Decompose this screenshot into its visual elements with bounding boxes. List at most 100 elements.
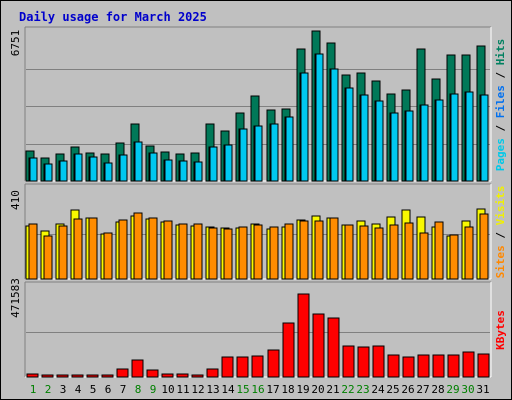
x-tick-label: 22 [341,383,354,396]
bar-sites [193,223,203,280]
legend-hits: Pages / Files / Hits [494,39,507,172]
x-tick-label: 23 [356,383,369,396]
x-tick-label: 1 [30,383,37,396]
bar-pages [345,87,354,182]
x-tick-label: 26 [401,383,414,396]
bar-kbytes [372,345,385,378]
legend-item: Sites [494,245,507,278]
bar-kbytes [387,354,400,378]
bar-pages [119,154,128,182]
bar-sites [88,217,98,280]
x-tick-label: 29 [446,383,459,396]
bar-sites [43,235,53,280]
bar-kbytes [297,293,310,378]
bar-kbytes [267,349,280,378]
bar-kbytes [477,353,490,378]
x-tick-label: 27 [416,383,429,396]
y-max-label: 471583 [9,278,22,318]
x-tick-label: 24 [371,383,385,396]
bar-sites [28,223,38,280]
bar-kbytes [131,359,144,378]
bar-pages [74,153,83,182]
bar-kbytes [206,368,219,378]
bar-pages [420,104,429,182]
bar-pages [360,94,369,182]
bar-sites [374,227,384,280]
bar-sites [449,234,459,280]
bar-pages [375,100,384,182]
x-tick-label: 14 [221,383,235,396]
bar-kbytes [342,345,355,378]
bar-sites [329,217,339,280]
panel-visits: 410 Sites / Visits [9,183,507,280]
x-tick-label: 16 [251,383,264,396]
bar-kbytes [41,374,54,378]
bar-pages [315,53,324,182]
bar-pages [224,144,233,182]
panel-hits: 6751 Pages / Files / Hits [9,26,507,182]
x-tick-label: 30 [461,383,474,396]
bar-pages [465,91,474,182]
bar-sites [238,226,248,280]
x-tick-label: 25 [386,383,399,396]
bar-pages [89,156,98,182]
bar-pages [300,72,309,182]
bar-kbytes [56,374,69,378]
legend-item: / [494,118,507,138]
bar-sites [479,213,489,280]
bar-kbytes [417,354,430,378]
bar-kbytes [191,374,204,378]
x-tick-label: 12 [191,383,204,396]
bar-pages [104,162,113,182]
bar-pages [179,160,188,182]
bar-sites [269,226,279,280]
legend-visits: Sites / Visits [494,186,507,279]
bar-sites [103,232,113,280]
bar-kbytes [327,317,340,378]
bar-kbytes [101,374,114,378]
bar-kbytes [236,356,249,378]
panel-kbytes: 471583 KBytes [9,278,507,378]
legend-item: / [494,225,507,245]
x-tick-label: 3 [60,383,67,396]
bar-pages [194,161,203,182]
bar-sites [404,222,414,280]
x-tick-label: 20 [311,383,324,396]
legend-item: / [494,65,507,85]
bar-kbytes [432,354,445,378]
x-tick-label: 6 [105,383,112,396]
x-tick-label: 18 [281,383,294,396]
bar-kbytes [251,355,264,378]
bar-kbytes [447,354,460,378]
legend-item: KBytes [494,310,507,350]
bar-kbytes [26,373,39,378]
bar-pages [285,116,294,182]
x-tick-label: 8 [135,383,142,396]
chart-panels: 6751 Pages / Files / Hits 410 Sites / Visit… [9,26,507,378]
bar-sites [163,220,173,280]
bar-sites [253,224,263,280]
bar-sites [148,217,158,280]
bar-pages [239,128,248,182]
x-axis-labels: 1 2 3 4 5 6 7 8 9 10 11 12 13 14 15 16 17 18 19 20 21 22 23 24 2… [30,383,490,396]
legend-item: Visits [494,186,507,226]
bar-kbytes [312,313,325,378]
bar-pages [134,141,143,182]
bar-sites [284,223,294,280]
bar-sites [389,224,399,280]
x-tick-label: 10 [161,383,174,396]
bar-pages [254,125,263,182]
legend-item: Pages [494,138,507,171]
bar-kbytes [282,322,295,378]
bar-kbytes [146,369,159,378]
x-tick-label: 21 [326,383,339,396]
bar-sites [133,212,143,280]
bar-sites [178,223,188,280]
bar-sites [58,225,68,280]
bar-sites [464,226,474,280]
bar-sites [299,220,309,280]
bar-pages [330,68,339,182]
bar-kbytes [357,346,370,378]
x-tick-label: 9 [150,383,157,396]
